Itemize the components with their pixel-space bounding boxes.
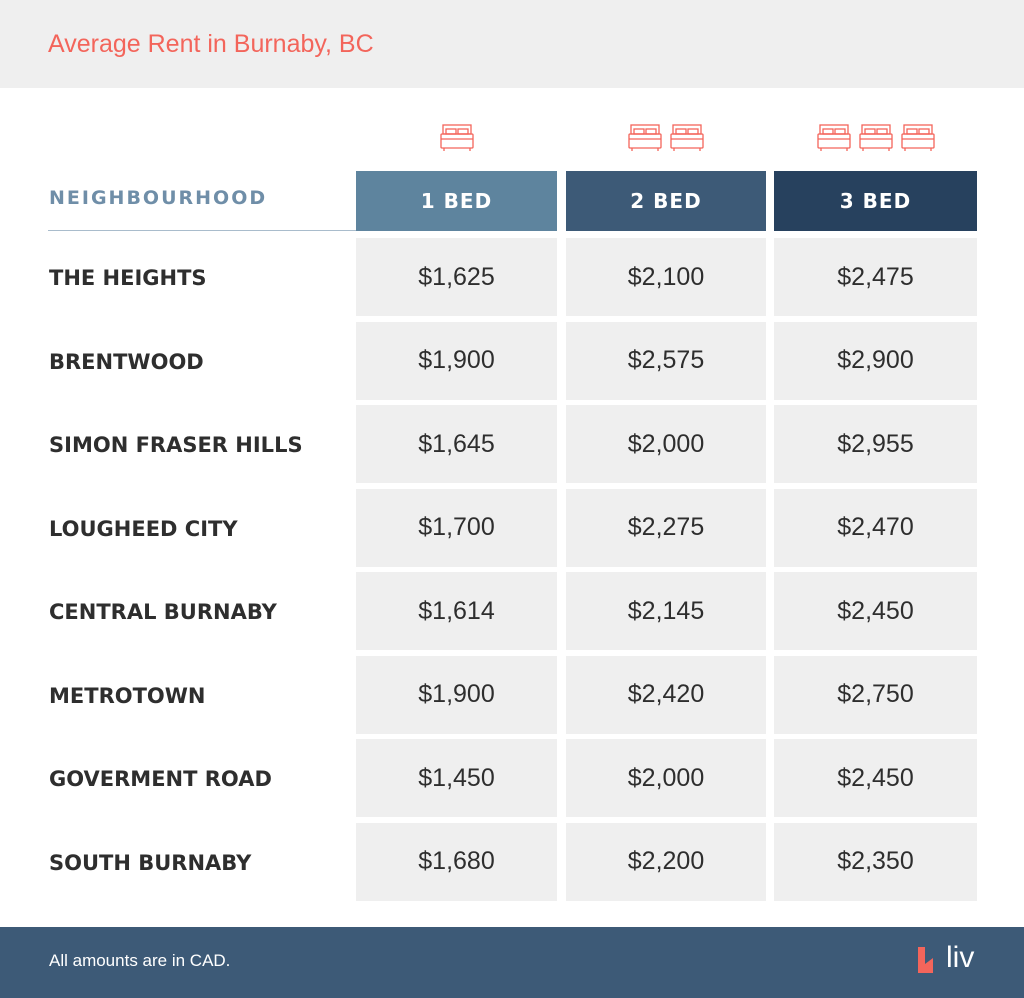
bed-icon	[900, 124, 935, 152]
rent-cell: $2,350	[774, 822, 977, 901]
neighbourhood-label: THE HEIGHTS	[49, 266, 207, 290]
title-bar: Average Rent in Burnaby, BC	[0, 0, 1024, 88]
divider	[48, 230, 356, 231]
rent-cell: $2,475	[774, 238, 977, 316]
liv-logo-icon	[918, 947, 933, 973]
neighbourhood-label: METROTOWN	[49, 683, 206, 708]
rent-cell: $1,700	[356, 488, 557, 567]
rent-cell: $1,614	[356, 572, 557, 650]
column-header: 3 BED	[774, 171, 977, 231]
rent-cell: $2,100	[566, 238, 766, 316]
bed-icons-3	[774, 124, 977, 152]
rent-cell: $2,000	[566, 405, 766, 483]
bed-icons-1	[356, 124, 557, 152]
rent-cell: $2,575	[566, 321, 766, 400]
logo-text: liv	[946, 941, 975, 974]
rent-cell: $2,000	[566, 739, 766, 817]
bed-icon	[628, 124, 662, 152]
rent-cell: $2,900	[774, 321, 977, 400]
rent-cell: $2,450	[774, 572, 977, 650]
bed-icon	[670, 124, 704, 152]
rent-cell: $1,680	[356, 822, 557, 901]
neighbourhood-label: SIMON FRASER HILLS	[49, 433, 303, 457]
rent-cell: $2,470	[774, 488, 977, 567]
bed-icons-2	[566, 124, 766, 152]
footer: All amounts are in CAD. liv	[0, 927, 1024, 998]
bed-icon	[439, 124, 474, 152]
neighbourhood-label: BRENTWOOD	[49, 349, 204, 374]
page-title: Average Rent in Burnaby, BC	[48, 30, 374, 58]
rent-cell: $2,145	[566, 572, 766, 650]
column-header: 2 BED	[566, 171, 766, 231]
rent-cell: $1,625	[356, 238, 557, 316]
neighbourhood-label: CENTRAL BURNABY	[49, 600, 277, 624]
currency-note: All amounts are in CAD.	[49, 951, 231, 970]
rent-cell: $1,450	[356, 739, 557, 817]
bed-icon	[816, 124, 851, 152]
rent-cell: $2,420	[566, 655, 766, 734]
row-header: NEIGHBOURHOOD	[49, 187, 268, 209]
column-header: 1 BED	[356, 171, 557, 231]
rent-cell: $1,900	[356, 321, 557, 400]
rent-cell: $2,450	[774, 739, 977, 817]
liv-logo: liv	[918, 943, 974, 973]
rent-cell: $2,955	[774, 405, 977, 483]
rent-cell: $2,275	[566, 488, 766, 567]
bed-icon	[858, 124, 893, 152]
neighbourhood-label: GOVERMENT ROAD	[49, 767, 272, 791]
rent-cell: $1,645	[356, 405, 557, 483]
rent-cell: $2,200	[566, 822, 766, 901]
rent-cell: $1,900	[356, 655, 557, 734]
neighbourhood-label: SOUTH BURNABY	[49, 850, 252, 875]
neighbourhood-label: LOUGHEED CITY	[49, 516, 238, 541]
rent-cell: $2,750	[774, 655, 977, 734]
